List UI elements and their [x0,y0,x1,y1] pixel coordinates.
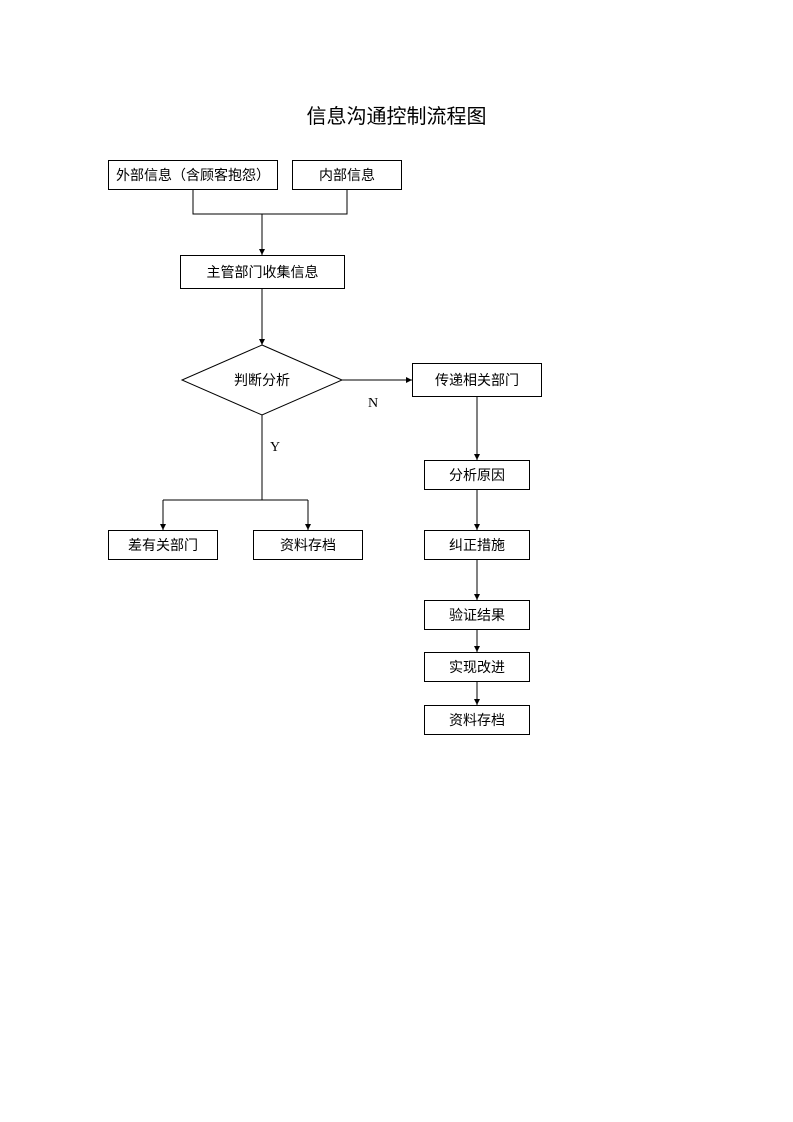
node-n4-label: 判断分析 [234,373,290,389]
node-n10: 验证结果 [424,600,530,630]
node-n3: 主管部门收集信息 [180,255,345,289]
edge-label-yes_label: Y [270,440,280,456]
node-n6: 资料存档 [253,530,363,560]
node-n11: 实现改进 [424,652,530,682]
node-n8: 分析原因 [424,460,530,490]
node-n2: 内部信息 [292,160,402,190]
node-n5: 差有关部门 [108,530,218,560]
node-n7: 传递相关部门 [412,363,542,397]
node-n9: 纠正措施 [424,530,530,560]
edge-label-no_label: N [368,396,378,412]
edge-0 [193,190,347,214]
node-n12: 资料存档 [424,705,530,735]
node-n1: 外部信息（含顾客抱怨） [108,160,278,190]
